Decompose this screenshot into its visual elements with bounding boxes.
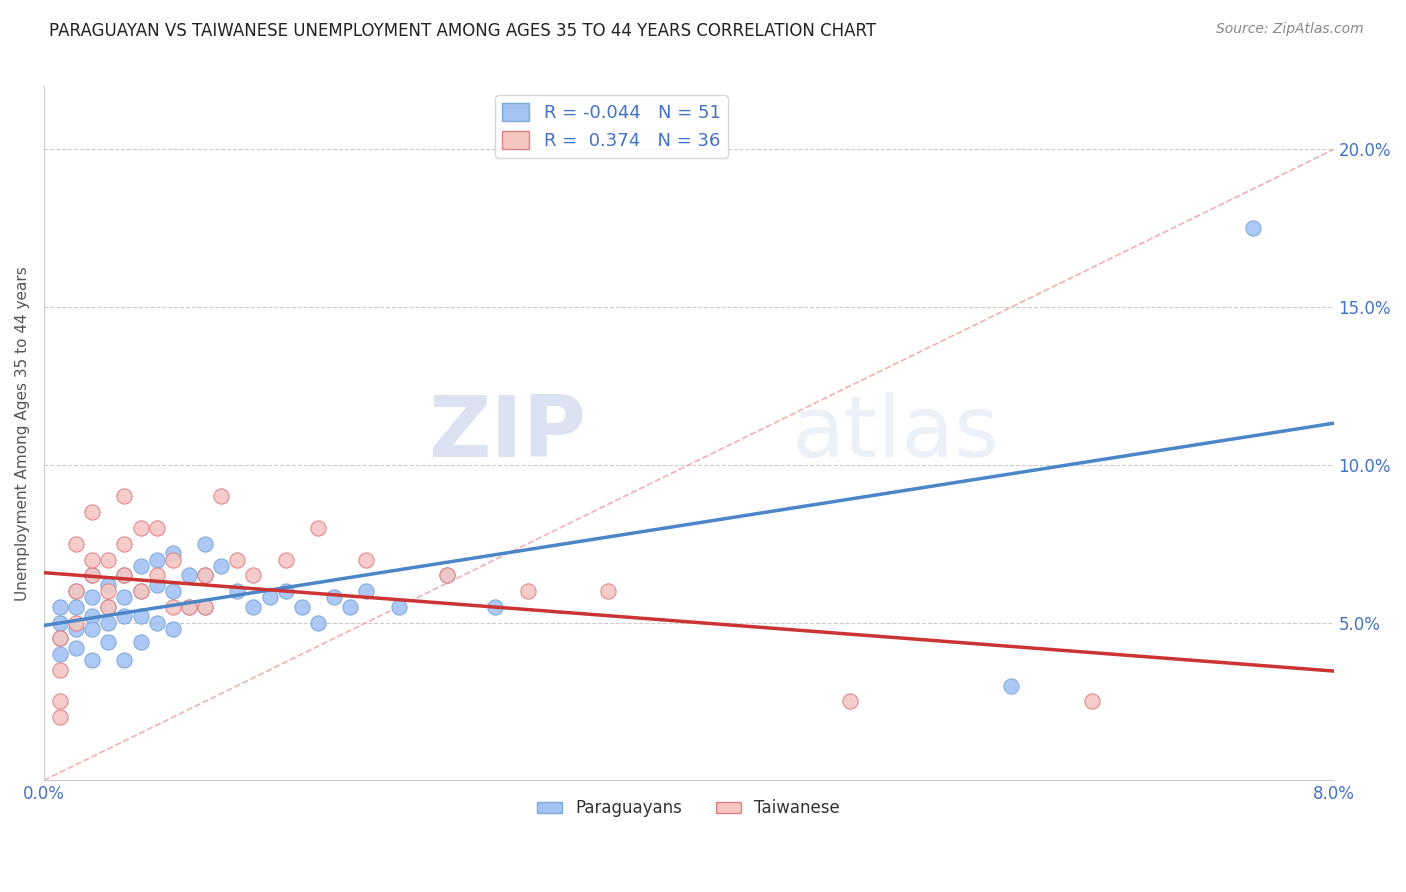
Point xyxy=(162,599,184,614)
Point xyxy=(114,490,136,504)
Point xyxy=(1081,694,1104,708)
Point xyxy=(226,552,249,566)
Point xyxy=(97,578,120,592)
Point xyxy=(242,568,264,582)
Point xyxy=(65,640,87,655)
Point xyxy=(291,599,314,614)
Point xyxy=(307,521,329,535)
Point xyxy=(97,552,120,566)
Point xyxy=(114,568,136,582)
Point xyxy=(194,537,217,551)
Point xyxy=(145,568,167,582)
Point xyxy=(162,552,184,566)
Point xyxy=(194,568,217,582)
Point xyxy=(97,599,120,614)
Point xyxy=(49,615,72,630)
Y-axis label: Unemployment Among Ages 35 to 44 years: Unemployment Among Ages 35 to 44 years xyxy=(15,266,30,600)
Point xyxy=(129,584,152,599)
Point xyxy=(82,568,104,582)
Point xyxy=(339,599,361,614)
Point xyxy=(82,622,104,636)
Text: PARAGUAYAN VS TAIWANESE UNEMPLOYMENT AMONG AGES 35 TO 44 YEARS CORRELATION CHART: PARAGUAYAN VS TAIWANESE UNEMPLOYMENT AMO… xyxy=(49,22,876,40)
Point xyxy=(114,591,136,605)
Point xyxy=(145,615,167,630)
Point xyxy=(484,599,506,614)
Point xyxy=(97,584,120,599)
Point xyxy=(436,568,458,582)
Point xyxy=(194,599,217,614)
Point xyxy=(323,591,346,605)
Point xyxy=(226,584,249,599)
Text: ZIP: ZIP xyxy=(427,392,585,475)
Point xyxy=(209,490,232,504)
Point xyxy=(65,615,87,630)
Point xyxy=(209,558,232,573)
Point xyxy=(82,653,104,667)
Point xyxy=(49,647,72,661)
Point xyxy=(82,568,104,582)
Point xyxy=(65,537,87,551)
Point xyxy=(82,591,104,605)
Point xyxy=(177,568,200,582)
Point xyxy=(274,584,297,599)
Point xyxy=(49,632,72,646)
Point xyxy=(242,599,264,614)
Point xyxy=(129,609,152,624)
Point xyxy=(97,634,120,648)
Point xyxy=(194,599,217,614)
Point xyxy=(145,521,167,535)
Point xyxy=(114,609,136,624)
Point xyxy=(49,710,72,724)
Point xyxy=(49,694,72,708)
Point xyxy=(194,568,217,582)
Point xyxy=(129,584,152,599)
Point xyxy=(65,584,87,599)
Point xyxy=(49,632,72,646)
Point xyxy=(49,663,72,677)
Point xyxy=(65,622,87,636)
Point xyxy=(162,622,184,636)
Point xyxy=(129,521,152,535)
Point xyxy=(129,634,152,648)
Point xyxy=(387,599,409,614)
Point xyxy=(516,584,538,599)
Point xyxy=(356,584,378,599)
Point xyxy=(177,599,200,614)
Point xyxy=(307,615,329,630)
Point xyxy=(145,578,167,592)
Point xyxy=(82,609,104,624)
Point xyxy=(259,591,281,605)
Text: Source: ZipAtlas.com: Source: ZipAtlas.com xyxy=(1216,22,1364,37)
Point xyxy=(49,599,72,614)
Point xyxy=(97,599,120,614)
Legend: Paraguayans, Taiwanese: Paraguayans, Taiwanese xyxy=(531,793,846,824)
Point xyxy=(162,584,184,599)
Point xyxy=(114,653,136,667)
Point xyxy=(839,694,862,708)
Point xyxy=(1241,221,1264,235)
Point xyxy=(356,552,378,566)
Point xyxy=(436,568,458,582)
Point xyxy=(162,546,184,560)
Point xyxy=(274,552,297,566)
Point xyxy=(82,505,104,519)
Point xyxy=(65,584,87,599)
Point xyxy=(129,558,152,573)
Text: atlas: atlas xyxy=(792,392,1000,475)
Point xyxy=(114,537,136,551)
Point xyxy=(97,615,120,630)
Point xyxy=(1000,679,1022,693)
Point xyxy=(598,584,620,599)
Point xyxy=(177,599,200,614)
Point xyxy=(65,599,87,614)
Point xyxy=(145,552,167,566)
Point xyxy=(82,552,104,566)
Point xyxy=(114,568,136,582)
